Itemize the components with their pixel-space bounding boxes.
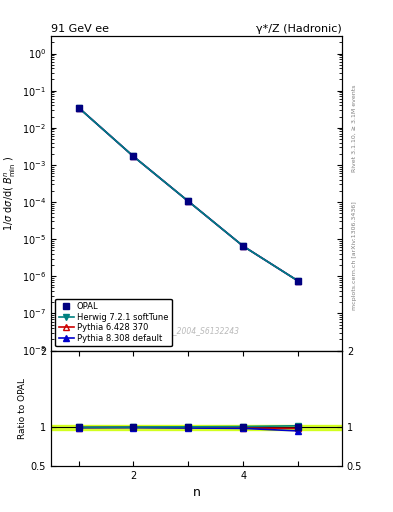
Text: OPAL_2004_S6132243: OPAL_2004_S6132243 bbox=[154, 326, 239, 335]
Y-axis label: Ratio to OPAL: Ratio to OPAL bbox=[18, 378, 27, 439]
X-axis label: n: n bbox=[193, 486, 200, 499]
Text: 91 GeV ee: 91 GeV ee bbox=[51, 24, 109, 34]
Legend: OPAL, Herwig 7.2.1 softTune, Pythia 6.428 370, Pythia 8.308 default: OPAL, Herwig 7.2.1 softTune, Pythia 6.42… bbox=[55, 298, 172, 346]
Text: Rivet 3.1.10, ≥ 3.1M events: Rivet 3.1.10, ≥ 3.1M events bbox=[352, 84, 357, 172]
Text: γ*/Z (Hadronic): γ*/Z (Hadronic) bbox=[256, 24, 342, 34]
Text: mcplots.cern.ch [arXiv:1306.3436]: mcplots.cern.ch [arXiv:1306.3436] bbox=[352, 202, 357, 310]
Y-axis label: 1/$\sigma$ d$\sigma$/d( $B^n_{\rm min}$ ): 1/$\sigma$ d$\sigma$/d( $B^n_{\rm min}$ … bbox=[2, 156, 18, 231]
